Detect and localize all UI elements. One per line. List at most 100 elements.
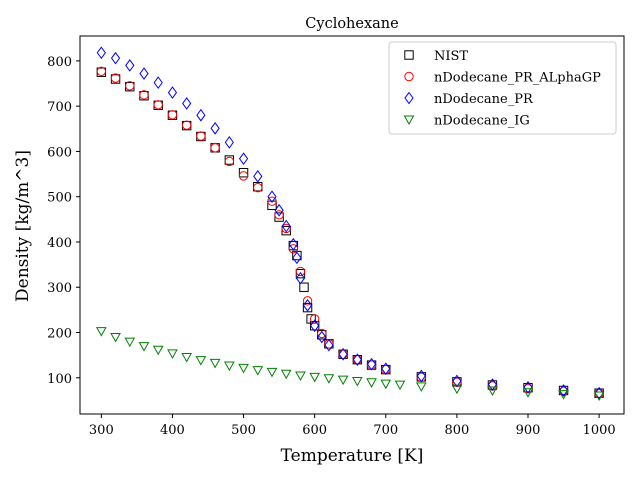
x-tick-label: 400 — [160, 423, 185, 438]
legend-marker — [404, 50, 414, 60]
y-tick-label: 100 — [47, 372, 72, 387]
y-tick-label: 800 — [47, 55, 72, 70]
data-point — [487, 378, 498, 391]
data-point — [280, 369, 292, 380]
data-point — [274, 203, 284, 217]
legend-box — [388, 41, 617, 135]
data-point — [252, 366, 264, 376]
data-point — [295, 271, 306, 285]
data-point — [558, 390, 569, 400]
data-point — [295, 371, 306, 382]
series-2 — [96, 46, 604, 400]
data-point — [153, 100, 163, 110]
data-point — [182, 97, 192, 110]
data-point — [487, 386, 498, 396]
data-point — [238, 363, 249, 374]
data-point — [299, 282, 309, 292]
data-point — [352, 354, 363, 365]
data-point — [181, 352, 193, 363]
data-point — [139, 90, 149, 100]
data-point — [310, 319, 320, 333]
legend-label: NIST — [434, 49, 468, 64]
data-point — [302, 296, 313, 306]
legend-label: nDodecane_IG — [434, 114, 530, 129]
data-point — [196, 108, 206, 122]
data-point — [523, 380, 533, 394]
data-point — [337, 375, 349, 386]
data-point — [415, 382, 427, 392]
data-point — [281, 225, 291, 236]
data-point — [302, 299, 313, 312]
data-point — [452, 374, 462, 388]
data-point — [366, 357, 377, 371]
legend-label: nDodecane_PR_ALphaGP — [434, 71, 601, 86]
data-point — [95, 327, 107, 337]
data-point — [125, 59, 135, 72]
chart-title: Cyclohexane — [305, 16, 398, 32]
legend-marker — [403, 115, 415, 126]
data-point — [381, 362, 391, 376]
data-point — [274, 210, 284, 220]
data-point — [209, 358, 221, 369]
y-tick-label: 600 — [47, 145, 72, 160]
data-point — [267, 196, 277, 206]
data-point — [196, 131, 206, 141]
data-point — [451, 384, 463, 395]
data-point — [593, 391, 605, 401]
data-point — [167, 110, 178, 120]
y-tick-label: 400 — [47, 236, 72, 251]
data-point — [267, 200, 277, 211]
data-point — [238, 152, 249, 166]
x-axis-label: Temperature [K] — [281, 446, 424, 466]
data-point — [195, 356, 207, 366]
y-tick-label: 200 — [47, 327, 72, 342]
data-point — [224, 156, 235, 167]
data-point — [274, 212, 284, 222]
data-point — [124, 337, 136, 348]
data-point — [324, 338, 334, 352]
data-point — [110, 333, 121, 343]
y-axis-label: Density [kg/m^3] — [13, 150, 33, 302]
data-point — [110, 73, 121, 83]
y-tick-label: 500 — [47, 191, 72, 206]
x-tick-label: 500 — [231, 423, 256, 438]
data-point — [594, 388, 604, 399]
data-point — [238, 168, 249, 178]
data-point — [295, 268, 306, 279]
y-tick-label: 300 — [47, 281, 72, 296]
data-point — [238, 171, 249, 181]
data-point — [302, 302, 313, 313]
data-point — [210, 121, 220, 135]
series-3 — [95, 327, 605, 401]
x-tick-label: 700 — [373, 423, 398, 438]
data-point — [317, 328, 327, 339]
x-tick-label: 600 — [302, 423, 327, 438]
data-point — [153, 76, 163, 89]
data-point — [181, 120, 192, 130]
data-point — [288, 244, 299, 254]
data-point — [139, 67, 149, 80]
legend-marker — [404, 91, 414, 105]
x-tick-label: 900 — [516, 423, 541, 438]
data-point — [110, 51, 121, 65]
data-point — [309, 314, 320, 324]
data-point — [380, 379, 392, 390]
data-point — [125, 81, 135, 91]
x-tick-label: 1000 — [583, 423, 616, 438]
data-point — [223, 361, 235, 372]
data-point — [366, 378, 377, 388]
data-point — [309, 372, 321, 383]
data-point — [351, 376, 363, 387]
data-point — [281, 219, 291, 233]
data-point — [416, 369, 426, 383]
data-point — [167, 86, 178, 99]
plot-frame — [79, 35, 625, 415]
x-tick-label: 800 — [444, 423, 469, 438]
data-point — [522, 388, 534, 398]
data-point — [292, 251, 302, 265]
x-tick-label: 300 — [89, 423, 114, 438]
data-point — [288, 237, 298, 251]
data-point — [253, 182, 263, 193]
y-tick-label: 700 — [47, 100, 72, 115]
data-point — [317, 330, 327, 344]
